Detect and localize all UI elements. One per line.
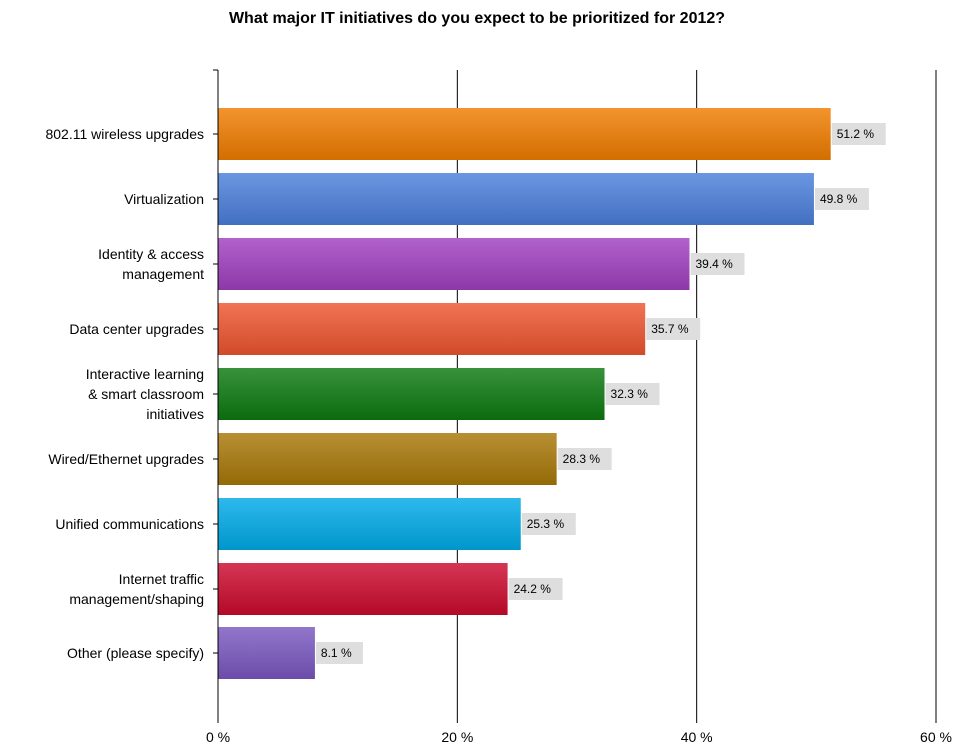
- bar: [218, 368, 605, 420]
- category-label-line: 802.11 wireless upgrades: [45, 126, 204, 142]
- bar: [218, 498, 521, 550]
- value-label-box: [315, 642, 363, 664]
- value-label-box: [814, 188, 869, 210]
- category-label-line: Data center upgrades: [69, 321, 204, 337]
- category-label: Virtualization: [124, 191, 204, 207]
- category-label-line: Internet traffic: [119, 571, 204, 587]
- x-tick-label: 0 %: [206, 729, 230, 745]
- category-label: Other (please specify): [67, 645, 204, 661]
- value-label: 8.1 %: [321, 646, 352, 660]
- bars: [218, 108, 831, 679]
- value-label-box: [605, 383, 660, 405]
- bar: [218, 563, 508, 615]
- category-label: Data center upgrades: [69, 321, 204, 337]
- value-label: 49.8 %: [820, 192, 858, 206]
- category-label: 802.11 wireless upgrades: [45, 126, 204, 142]
- x-tick-label: 40 %: [681, 729, 713, 745]
- category-label: Wired/Ethernet upgrades: [48, 451, 204, 467]
- category-label-line: Interactive learning: [86, 366, 204, 382]
- axes: [213, 69, 937, 723]
- category-label-line: management/shaping: [69, 591, 204, 607]
- category-label-line: management: [122, 266, 204, 282]
- category-label-line: Identity & access: [98, 246, 204, 262]
- value-label: 35.7 %: [651, 322, 689, 336]
- category-label: Interactive learning & smart classroom ini…: [86, 366, 204, 422]
- bar: [218, 303, 646, 355]
- value-label-box: [521, 513, 576, 535]
- value-label-box: [831, 123, 886, 145]
- value-label: 28.3 %: [563, 452, 601, 466]
- category-label: Internet traffic management/shaping: [69, 571, 204, 607]
- value-label: 25.3 %: [527, 517, 565, 531]
- x-tick-label: 20 %: [441, 729, 473, 745]
- value-label: 32.3 %: [611, 387, 649, 401]
- category-label-line: Unified communications: [55, 516, 204, 532]
- category-label: Identity & access management: [98, 246, 204, 282]
- category-label-line: Other (please specify): [67, 645, 204, 661]
- bar: [218, 433, 557, 485]
- category-label-line: & smart classroom: [88, 386, 204, 402]
- value-label: 51.2 %: [837, 127, 875, 141]
- category-label-line: initiatives: [146, 406, 204, 422]
- bar: [218, 627, 315, 679]
- value-label-box: [508, 578, 563, 600]
- value-label-box: [557, 448, 612, 470]
- chart-title: What major IT initiatives do you expect …: [228, 10, 726, 27]
- category-label-line: Wired/Ethernet upgrades: [48, 451, 204, 467]
- value-label-box: [646, 318, 701, 340]
- value-label-box: [690, 253, 745, 275]
- value-label: 39.4 %: [695, 257, 733, 271]
- bar: [218, 238, 690, 290]
- category-label-line: Virtualization: [124, 191, 204, 207]
- bar: [218, 173, 814, 225]
- value-label: 24.2 %: [514, 582, 552, 596]
- category-label: Unified communications: [55, 516, 204, 532]
- labels: 0 % 20 % 40 % 60 % 802.11 wireless upgrades 5…: [45, 123, 952, 745]
- x-tick-label: 60 %: [920, 729, 952, 745]
- bar: [218, 108, 831, 160]
